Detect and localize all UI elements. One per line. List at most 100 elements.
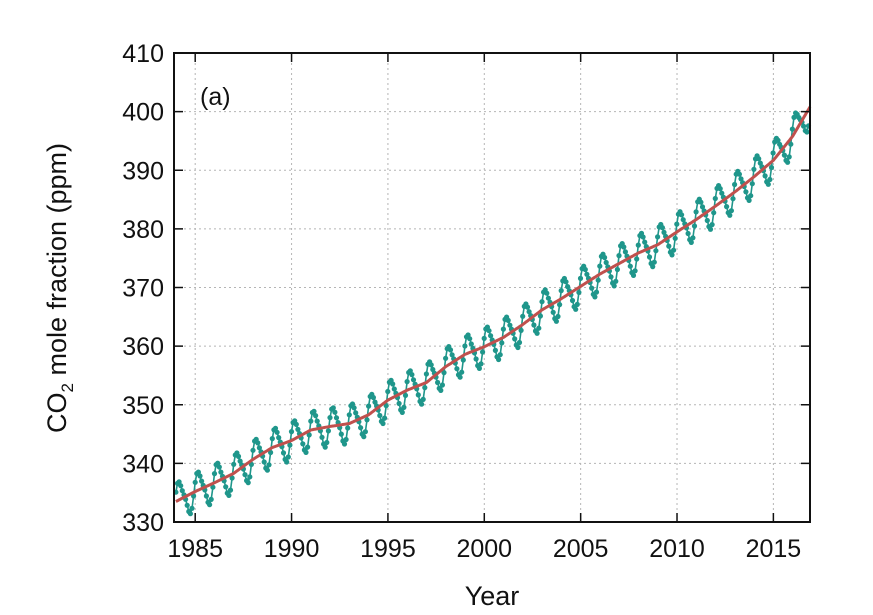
monthly-point <box>727 212 733 218</box>
monthly-point <box>266 462 272 468</box>
monthly-point <box>208 496 214 502</box>
monthly-point <box>770 150 776 156</box>
monthly-point <box>338 431 344 437</box>
monthly-point <box>574 301 580 307</box>
monthly-point <box>264 467 270 473</box>
monthly-point <box>410 377 417 383</box>
y-axis-title-suffix: mole fraction (ppm) <box>42 143 72 383</box>
monthly-point <box>515 344 521 351</box>
monthly-point <box>526 309 532 315</box>
panel-label: (a) <box>200 83 231 111</box>
monthly-point <box>557 302 563 308</box>
monthly-point <box>191 493 197 499</box>
monthly-point <box>247 474 253 480</box>
y-axis-title: CO2 mole fraction (ppm) <box>42 143 77 433</box>
monthly-point <box>390 381 396 387</box>
monthly-point <box>197 473 203 479</box>
monthly-point <box>402 392 409 398</box>
monthly-point <box>550 309 556 315</box>
monthly-point <box>399 409 405 415</box>
monthly-point <box>481 335 487 341</box>
y-tick-label: 340 <box>122 450 164 478</box>
monthly-point <box>488 333 494 339</box>
monthly-point <box>666 243 672 249</box>
monthly-point <box>719 190 725 196</box>
y-axis-title-prefix: CO <box>42 393 72 434</box>
monthly-point <box>613 278 619 284</box>
monthly-point <box>272 425 279 431</box>
monthly-point <box>341 441 348 447</box>
monthly-point <box>457 374 463 380</box>
monthly-point <box>256 445 262 451</box>
monthly-point <box>534 330 540 336</box>
monthly-point <box>558 288 564 294</box>
monthly-point <box>364 417 370 423</box>
monthly-point <box>512 336 518 342</box>
monthly-point <box>651 259 657 265</box>
monthly-point <box>691 223 698 229</box>
monthly-point <box>305 444 311 450</box>
monthly-point <box>603 259 609 266</box>
monthly-point <box>396 400 402 407</box>
monthly-point <box>767 176 773 183</box>
monthly-point <box>671 247 677 253</box>
y-tick-label: 370 <box>122 275 164 303</box>
monthly-point <box>428 362 434 368</box>
monthly-point <box>366 403 372 409</box>
monthly-point <box>749 181 755 187</box>
monthly-point <box>531 322 537 328</box>
grid <box>174 53 810 522</box>
monthly-point <box>642 239 648 245</box>
monthly-point <box>724 204 730 210</box>
trend-line <box>175 106 812 503</box>
series <box>173 106 812 517</box>
monthly-point <box>791 114 797 120</box>
monthly-point <box>306 432 312 438</box>
monthly-point <box>738 176 744 182</box>
monthly-point <box>385 388 391 395</box>
monthly-point <box>611 283 617 289</box>
monthly-point <box>693 209 699 215</box>
monthly-point <box>630 272 637 278</box>
monthly-point <box>496 356 502 363</box>
monthly-point <box>593 289 600 295</box>
monthly-point <box>573 306 579 312</box>
monthly-point <box>743 189 749 195</box>
monthly-point <box>287 442 293 448</box>
monthly-point <box>459 369 465 375</box>
monthly-point <box>730 196 736 202</box>
monthly-point <box>295 426 301 432</box>
monthly-point <box>788 141 794 147</box>
monthly-point <box>775 137 781 143</box>
x-tick-label: 2005 <box>553 535 609 563</box>
monthly-point <box>226 492 232 498</box>
monthly-point <box>370 394 376 401</box>
x-tick-label: 1995 <box>360 535 416 563</box>
monthly-point <box>380 420 386 427</box>
monthly-point <box>439 382 445 388</box>
monthly-point <box>704 217 710 224</box>
monthly-point <box>285 454 291 460</box>
monthly-point <box>765 181 771 187</box>
monthly-point <box>492 347 498 353</box>
y-tick-label: 360 <box>122 333 164 361</box>
monthly-point <box>245 480 251 486</box>
monthly-point <box>235 453 242 459</box>
monthly-point <box>516 339 523 346</box>
monthly-point <box>746 197 752 203</box>
monthly-point <box>698 199 704 205</box>
monthly-point <box>314 418 320 424</box>
monthly-point <box>500 326 506 332</box>
monthly-point <box>313 413 319 419</box>
monthly-point <box>736 171 743 177</box>
monthly-point <box>332 409 338 415</box>
monthly-point <box>223 484 229 490</box>
monthly-point <box>189 505 195 511</box>
monthly-point <box>653 248 659 254</box>
monthly-point <box>210 484 216 490</box>
monthly-point <box>324 439 330 446</box>
monthly-point <box>351 405 357 411</box>
monthly-point <box>614 266 621 273</box>
monthly-point <box>748 193 754 199</box>
